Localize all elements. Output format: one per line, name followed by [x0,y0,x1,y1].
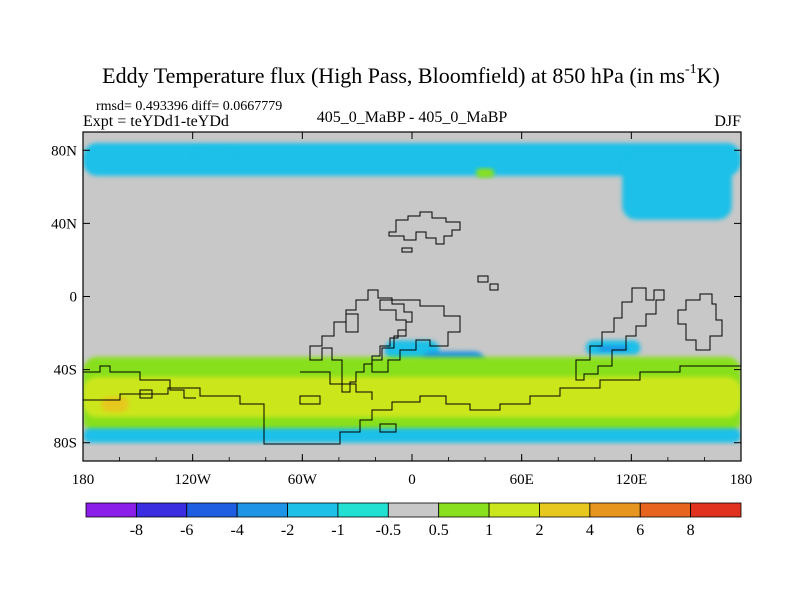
field-indian-ocean-negative-core [598,345,628,352]
colorbar-label: 4 [586,522,594,539]
colorbar-swatch [690,502,742,518]
colorbar-label: -2 [281,522,294,539]
coastline-south-pacific [139,389,321,405]
field-central-pacific-negative-spot [192,146,239,160]
case-label: 405_0_MaBP - 405_0_MaBP [317,109,508,126]
chart-title: Eddy Temperature flux (High Pass, Bloomf… [102,62,720,88]
field-north-atlantic-negative [622,153,732,220]
coastline-america [309,289,413,393]
colorbar-label: 0.5 [429,522,449,539]
colorbar-label: 8 [687,522,695,539]
season-label: DJF [714,113,741,130]
colorbar-swatch [287,502,339,518]
field-southern-ocean-strong-band [83,376,741,418]
y-tick-label: 40N [51,216,77,232]
x-tick-label: 120E [615,472,647,488]
colorbar-swatch [186,502,238,518]
stats-label: rmsd= 0.493396 diff= 0.0667779 [96,99,282,114]
coastlines [83,211,741,445]
coastline-europe [388,211,461,245]
x-tick-label: 0 [408,472,416,488]
colorbar-swatch [488,502,540,518]
coastline-south-detail [83,365,397,433]
field-europe-positive-spot [475,168,495,178]
y-tick-label: 80N [51,143,77,159]
coastline-box [345,313,359,333]
colorbar-label: 1 [485,522,493,539]
coastline-antarctic [83,365,741,445]
y-tick-label: 0 [70,290,78,306]
colorbar-swatch [387,502,440,518]
field-arctic-negative-band [83,142,741,176]
y-tick-label: 80S [54,436,77,452]
colorbar-swatch [337,502,389,518]
colorbar-label: -0.5 [376,522,401,539]
field-south-pacific-max [101,397,129,412]
colorbar-swatch [639,502,692,518]
y-tick-label: 40S [54,363,77,379]
coastline-asia [575,287,665,381]
coastline-east [677,293,723,351]
y-axis: 80N 40N 0 40S 80S [51,143,741,452]
x-tick-label: 60W [288,472,318,488]
coastline-islands [401,247,499,291]
colorbar-label: -8 [130,522,143,539]
colorbar-swatch [438,502,490,518]
x-tick-label: 180 [72,472,95,488]
x-tick-label: 120W [174,472,212,488]
contour-fields [83,142,741,443]
colorbar-swatch [539,502,591,518]
colorbar-label: 6 [636,522,644,539]
x-tick-label: 60E [510,472,534,488]
x-axis: 180 120W 60W 0 60E 120E 180 [72,132,753,488]
x-tick-label: 180 [730,472,753,488]
colorbar-swatch [135,502,188,518]
colorbar-label: -1 [331,522,344,539]
colorbar: -8 -6 -4 -2 -1 -0.5 0.5 1 2 4 6 8 [85,502,742,539]
field-antarctic-negative-band [83,428,741,443]
experiment-label: Expt = teYDd1-teYDd [83,113,229,130]
colorbar-label: -4 [230,522,243,539]
coastline-africa [371,299,461,373]
colorbar-swatch [236,502,288,518]
colorbar-swatch [85,502,137,518]
map-plot [82,131,742,462]
colorbar-label: 2 [535,522,543,539]
colorbar-label: -6 [180,522,193,539]
colorbar-swatch [589,502,641,518]
